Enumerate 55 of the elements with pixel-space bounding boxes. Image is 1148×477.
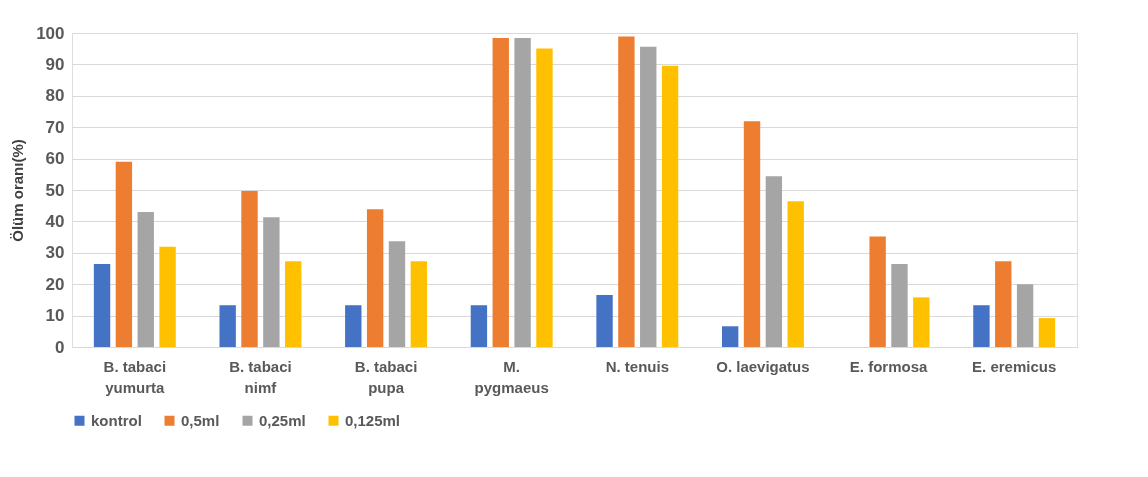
bar <box>536 48 553 347</box>
x-tick-label: E. eremicus <box>972 357 1057 375</box>
x-tick-label: M. pygmaeus <box>474 357 549 396</box>
legend-label: kontrol <box>91 411 142 429</box>
legend-label: 0,25ml <box>259 411 306 429</box>
y-tick-label: 20 <box>45 274 65 294</box>
y-tick-label: 70 <box>45 117 65 137</box>
bar <box>787 201 804 347</box>
y-tick-label: 0 <box>55 337 65 357</box>
y-tick-label: 90 <box>45 54 65 74</box>
x-tick-label: N. tenuis <box>605 357 669 375</box>
bar <box>891 264 908 347</box>
bar <box>137 211 154 347</box>
bar <box>492 38 509 347</box>
x-tick-label: O. laevigatus <box>716 357 810 375</box>
bar <box>640 46 657 347</box>
bar <box>159 246 176 347</box>
bar <box>388 241 406 347</box>
bar <box>93 264 111 347</box>
x-tick-label: B. tabaci nimf <box>229 357 292 396</box>
y-tick-label: 50 <box>45 180 65 200</box>
bar <box>661 65 679 347</box>
x-tick-label: B. tabaci pupa <box>354 357 418 396</box>
bar <box>973 305 990 347</box>
bar <box>765 176 783 347</box>
bar <box>596 294 613 347</box>
legend-label: 0,5ml <box>181 411 220 429</box>
bar <box>1016 284 1034 347</box>
bar <box>263 217 280 347</box>
bar <box>869 236 886 347</box>
bar <box>345 305 362 347</box>
y-tick-label: 10 <box>45 306 65 326</box>
y-tick-label: 60 <box>45 149 65 169</box>
bar <box>366 209 384 347</box>
y-tick-label: 30 <box>45 243 65 263</box>
bar <box>470 305 488 347</box>
bar <box>743 121 761 347</box>
x-tick-label: E. formosa <box>849 357 928 375</box>
bar <box>618 36 635 347</box>
bar <box>1038 318 1056 347</box>
bar <box>285 261 302 347</box>
bar <box>241 190 258 347</box>
bar <box>721 326 739 347</box>
y-axis-title: Ölüm oranı(%) <box>9 139 27 242</box>
bar <box>115 161 133 347</box>
bar <box>913 297 930 347</box>
x-tick-label: B. tabaci yumurta <box>103 357 167 396</box>
bar <box>514 38 531 347</box>
legend-label: 0,125ml <box>345 411 401 429</box>
y-tick-label: 80 <box>45 86 65 106</box>
bar <box>410 261 428 347</box>
bar <box>219 305 236 347</box>
y-tick-label: 40 <box>45 211 65 231</box>
bar <box>995 261 1012 347</box>
y-tick-label: 100 <box>36 23 65 43</box>
